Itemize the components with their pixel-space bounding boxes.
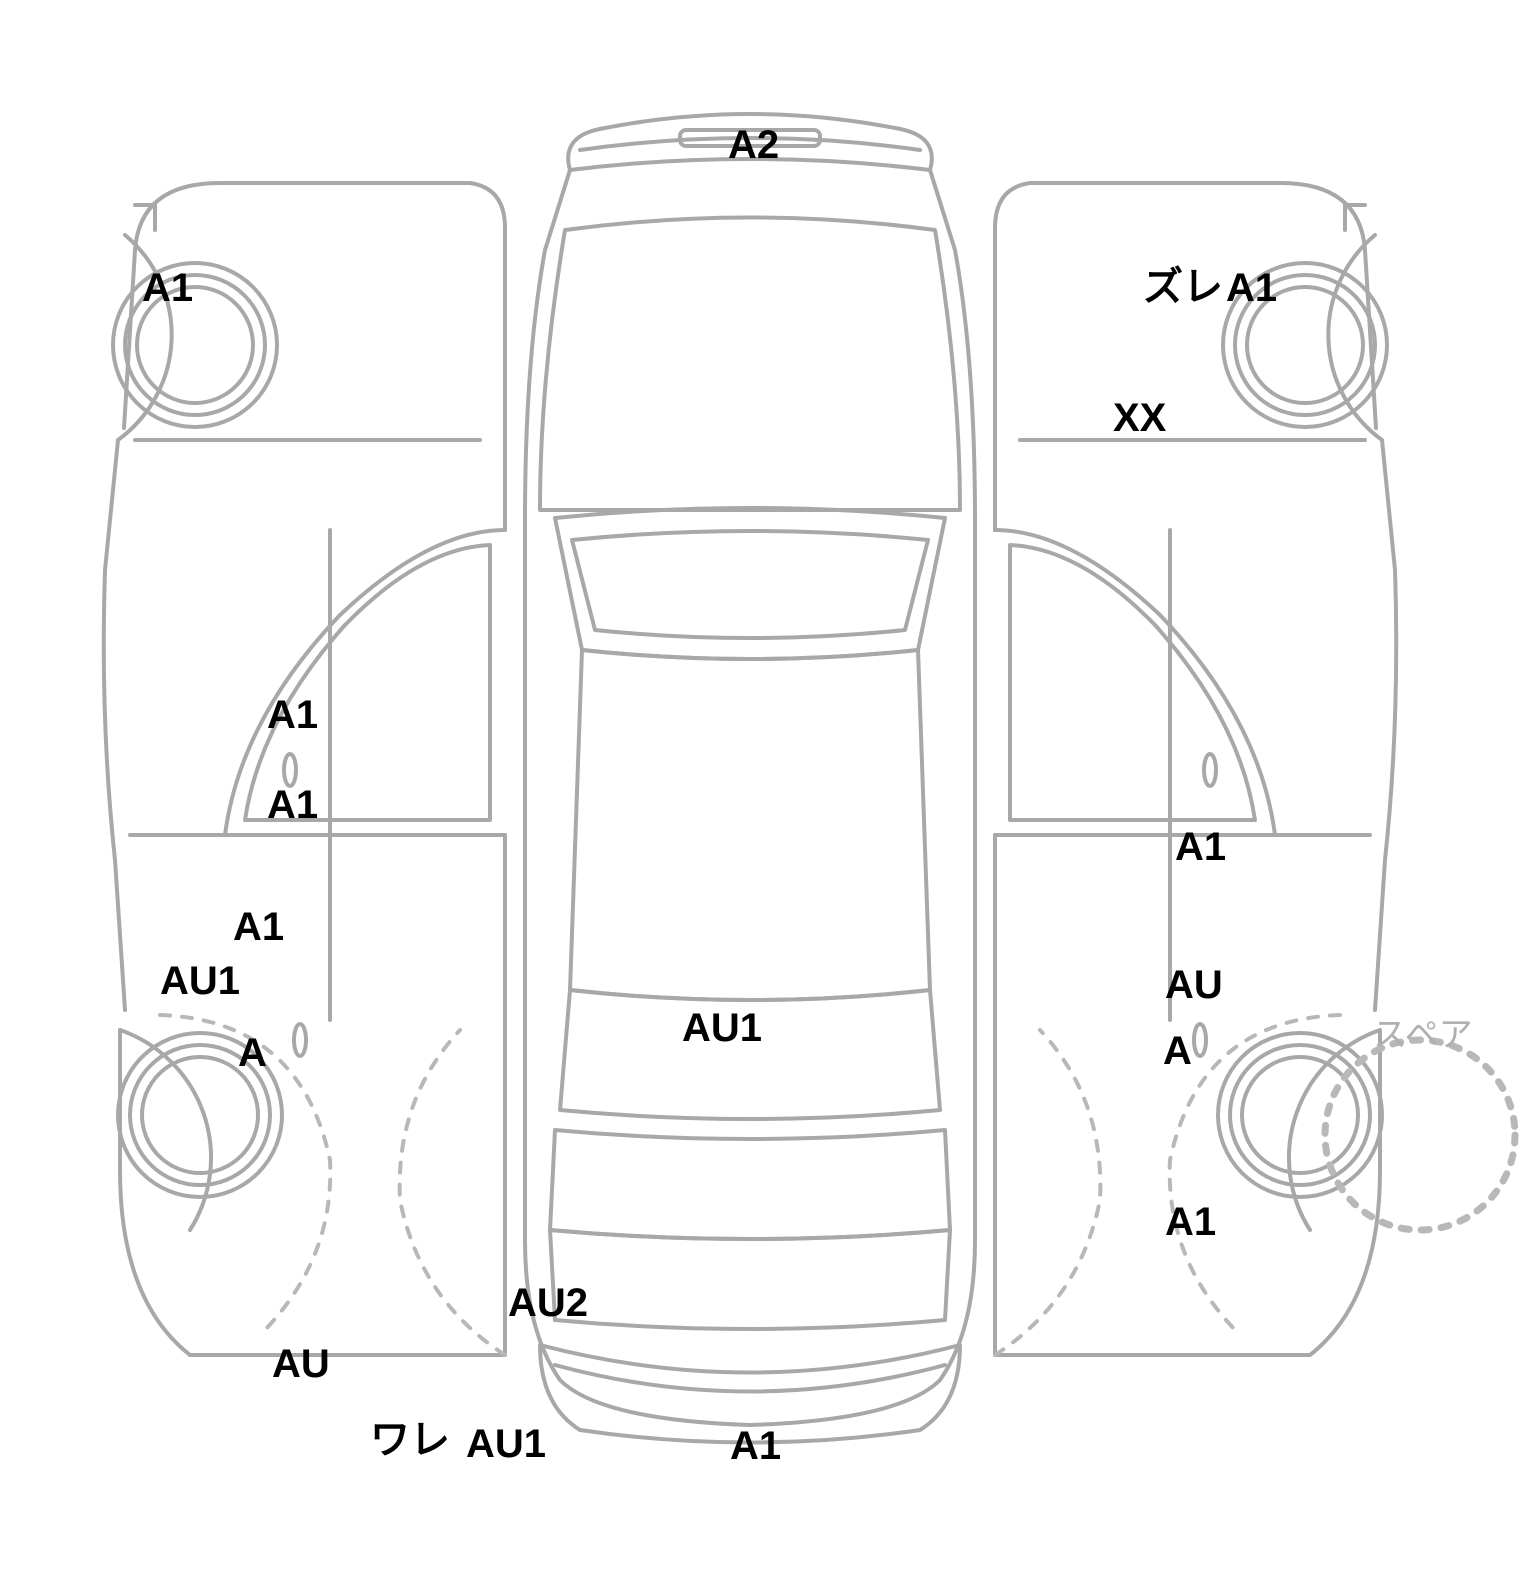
damage-label: A1 xyxy=(267,785,318,825)
damage-label: AU xyxy=(1165,965,1223,1005)
damage-label: A1 xyxy=(1165,1202,1216,1242)
damage-label: A xyxy=(1163,1031,1192,1071)
damage-label: ズレ xyxy=(1143,267,1223,307)
damage-label: A1 xyxy=(730,1426,781,1466)
damage-label: A1 xyxy=(1226,268,1277,308)
damage-label: A1 xyxy=(142,268,193,308)
damage-label: A1 xyxy=(267,695,318,735)
damage-label: AU1 xyxy=(160,961,240,1001)
damage-label: A1 xyxy=(233,907,284,947)
damage-label: ワレ xyxy=(370,1420,450,1460)
damage-label: XX xyxy=(1113,398,1166,438)
damage-label: A xyxy=(238,1033,267,1073)
vehicle-diagram-canvas: スペア A2 A1 ズレ A1 XX A1 A1 A1 A1 AU1 AU1 A… xyxy=(0,0,1536,1568)
vehicle-outline-svg xyxy=(0,0,1536,1568)
damage-label: AU1 xyxy=(466,1424,546,1464)
spare-tire-label: スペア xyxy=(1373,1018,1473,1052)
damage-label: AU2 xyxy=(508,1283,588,1323)
damage-label: A1 xyxy=(1175,827,1226,867)
damage-label: A2 xyxy=(728,125,779,165)
damage-label: AU xyxy=(272,1344,330,1384)
damage-label: AU1 xyxy=(682,1008,762,1048)
